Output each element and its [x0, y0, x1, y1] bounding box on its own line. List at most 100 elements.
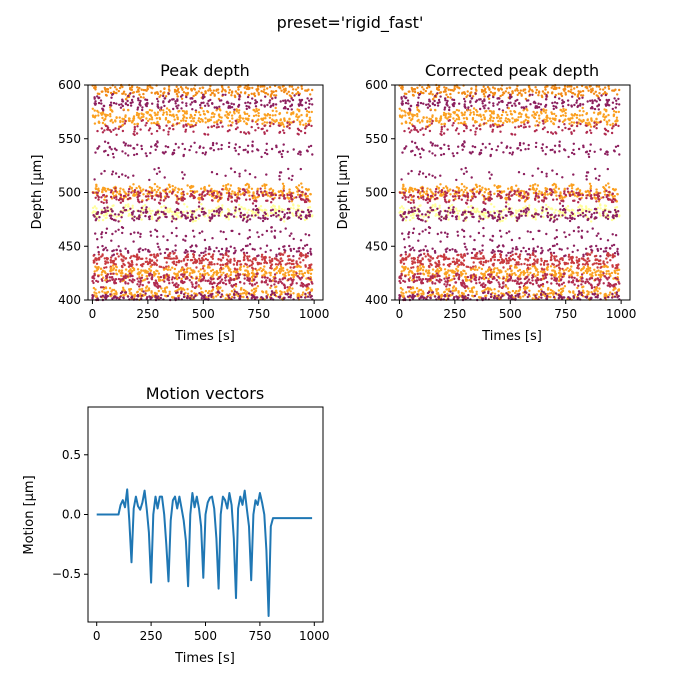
corrected-peak-depth-point	[400, 109, 403, 112]
corrected-peak-depth-point	[559, 114, 563, 118]
peak-depth-point	[168, 89, 171, 92]
corrected-peak-depth-point	[578, 109, 581, 113]
peak-depth-point	[133, 190, 136, 194]
peak-depth-point	[219, 197, 222, 200]
peak-depth-point	[141, 106, 144, 109]
peak-depth-point	[307, 110, 311, 114]
peak-depth-point	[127, 203, 130, 206]
peak-depth-point	[132, 95, 135, 98]
peak-depth-point	[297, 152, 300, 155]
corrected-peak-depth-point	[491, 86, 495, 89]
corrected-peak-depth-point	[452, 121, 455, 125]
peak-depth-point	[296, 193, 300, 196]
peak-depth-point	[189, 103, 192, 106]
corrected-peak-depth-point	[429, 141, 432, 144]
peak-depth-point	[166, 145, 170, 149]
peak-depth-point	[180, 280, 183, 283]
peak-depth-point	[193, 261, 196, 264]
peak-depth-point	[308, 269, 312, 272]
peak-depth-point	[221, 204, 224, 207]
peak-depth-point	[309, 93, 312, 96]
peak-depth-point	[290, 112, 293, 115]
corrected-peak-depth-point	[479, 107, 482, 111]
peak-depth-point	[207, 89, 210, 92]
corrected-peak-depth-point	[440, 130, 443, 133]
corrected-peak-depth-point	[575, 124, 579, 128]
peak-depth-point	[102, 287, 106, 291]
peak-depth-point	[190, 294, 193, 297]
corrected-peak-depth-point	[440, 125, 443, 129]
peak-depth-point	[192, 250, 195, 253]
peak-depth-point	[232, 293, 236, 296]
corrected-peak-depth-point	[570, 121, 573, 124]
peak-depth-point	[131, 217, 134, 220]
peak-depth-point	[181, 171, 184, 174]
peak-depth-point	[145, 275, 148, 278]
peak-depth-point	[113, 196, 116, 199]
peak-depth-point	[138, 201, 141, 204]
peak-depth-point	[172, 217, 175, 220]
corrected-peak-depth-point	[439, 147, 442, 150]
peak-depth-point	[121, 129, 125, 133]
corrected-peak-depth-point	[425, 103, 428, 107]
peak-depth-point	[197, 119, 200, 122]
peak-depth-point	[189, 145, 193, 148]
corrected-peak-depth-point	[414, 141, 417, 145]
peak-depth-point	[176, 117, 179, 121]
peak-depth-point	[106, 249, 109, 252]
peak-depth-point	[252, 208, 255, 211]
peak-depth-point	[299, 214, 303, 217]
corrected-peak-depth-point	[570, 131, 573, 134]
peak-depth-point	[97, 121, 101, 124]
peak-depth-point	[260, 127, 263, 131]
peak-depth-point	[195, 151, 198, 154]
peak-depth-point	[170, 220, 174, 223]
peak-depth-point	[130, 296, 133, 299]
peak-depth-point	[154, 279, 157, 282]
peak-depth-point	[91, 279, 94, 283]
peak-depth-point	[289, 249, 293, 252]
peak-depth-point	[165, 256, 168, 260]
peak-depth-point	[293, 94, 296, 97]
peak-depth-point	[303, 271, 307, 275]
peak-depth-point	[234, 285, 238, 288]
peak-depth-point	[290, 232, 293, 235]
peak-depth-point	[309, 247, 312, 251]
peak-depth-point	[237, 105, 240, 108]
peak-depth-point	[130, 293, 133, 296]
peak-depth-point	[192, 196, 195, 200]
corrected-peak-depth-point	[448, 113, 451, 116]
peak-depth-point	[155, 190, 158, 194]
peak-depth-point	[246, 266, 249, 269]
peak-depth-point	[146, 85, 149, 88]
peak-depth-point	[184, 92, 188, 95]
corrected-peak-depth-point	[563, 85, 567, 88]
corrected-peak-depth-point	[556, 102, 559, 105]
corrected-peak-depth-point	[483, 107, 486, 110]
peak-depth-point	[304, 122, 308, 126]
peak-depth-point	[299, 123, 302, 126]
peak-depth-point	[282, 129, 285, 132]
corrected-peak-depth-point	[488, 142, 491, 146]
peak-depth-point	[162, 94, 165, 98]
corrected-peak-depth-point	[472, 113, 476, 116]
peak-depth-point	[261, 209, 264, 212]
peak-depth-point	[245, 292, 248, 295]
peak-depth-point	[218, 107, 221, 111]
corrected-peak-depth-point	[581, 106, 584, 110]
peak-depth-point	[136, 108, 139, 111]
peak-depth-point	[224, 114, 227, 117]
peak-depth-point	[162, 101, 165, 104]
peak-depth-point	[299, 261, 302, 264]
peak-depth-point	[215, 121, 218, 124]
peak-depth-point	[257, 208, 260, 212]
peak-depth-point	[246, 211, 249, 214]
peak-depth-point	[184, 235, 188, 238]
peak-depth-point	[101, 190, 104, 194]
peak-depth-point	[186, 253, 190, 256]
peak-depth-point	[224, 265, 227, 268]
peak-depth-point	[118, 116, 121, 119]
peak-depth-point	[251, 140, 254, 143]
peak-depth-point	[192, 94, 195, 98]
peak-depth-point	[194, 294, 197, 297]
